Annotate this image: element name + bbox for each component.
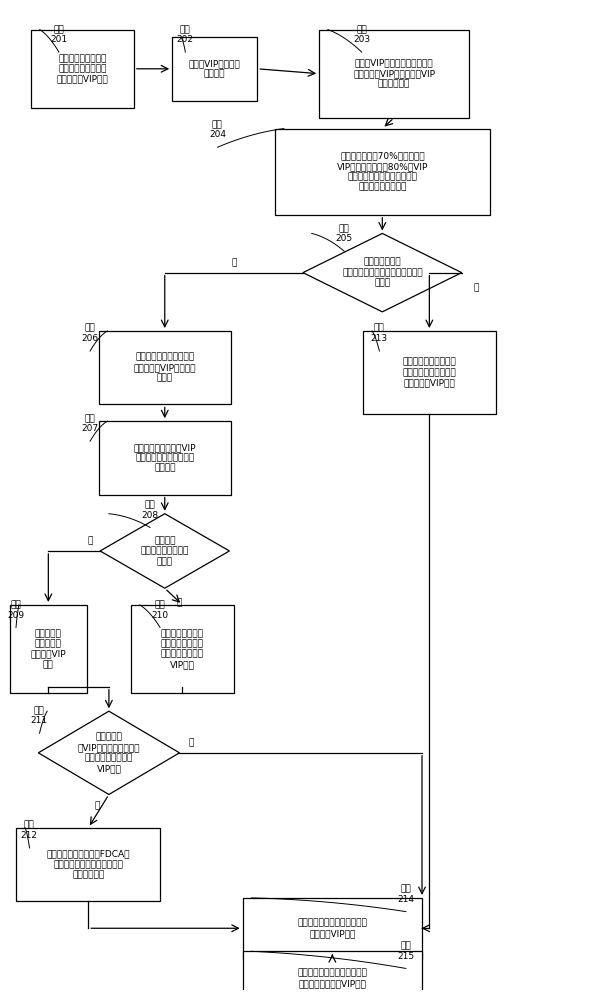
Text: 步骤
213: 步骤 213 [371, 324, 388, 343]
Text: 判断所述第一候
选载波集合中，是否存在满足条件
的载波: 判断所述第一候 选载波集合中，是否存在满足条件 的载波 [342, 258, 422, 288]
Text: 步骤
215: 步骤 215 [397, 941, 414, 961]
Text: 判断所述
负荷最小的载波是否
为一个: 判断所述 负荷最小的载波是否 为一个 [140, 536, 189, 566]
Text: 步骤
204: 步骤 204 [209, 120, 226, 139]
Text: 步骤
214: 步骤 214 [397, 884, 414, 904]
Text: 选择所有负荷最小
的载波中优先级最
高的载波分配给该
VIP用户: 选择所有负荷最小 的载波中优先级最 高的载波分配给该 VIP用户 [161, 629, 204, 669]
Text: 步骤
211: 步骤 211 [31, 706, 48, 725]
Text: 将满足条件的载波确定为
可分配给该VIP用户的载
波资源: 将满足条件的载波确定为 可分配给该VIP用户的载 波资源 [134, 353, 196, 383]
Text: 采用快速动态信道分配FDCA，
将所述已接入的普通用户调整
到普通载波上: 采用快速动态信道分配FDCA， 将所述已接入的普通用户调整 到普通载波上 [47, 850, 130, 879]
Text: 确定所述可分配给该VIP
用户的载波资源中负荷最
小的载波: 确定所述可分配给该VIP 用户的载波资源中负荷最 小的载波 [134, 443, 196, 473]
FancyBboxPatch shape [131, 605, 234, 693]
FancyBboxPatch shape [98, 421, 231, 495]
Text: 计算各VIP载波的当前负荷，以
及预计算各VIP载波接入该VIP
用户后的负荷: 计算各VIP载波的当前负荷，以 及预计算各VIP载波接入该VIP 用户后的负荷 [353, 59, 435, 89]
FancyBboxPatch shape [275, 129, 490, 215]
Text: 将当前负荷小于70%，且接入该
VIP用户后负荷小于80%的VIP
载波，以及全部普通载波确定
为第一候选载波集合: 将当前负荷小于70%，且接入该 VIP用户后负荷小于80%的VIP 载波，以及全… [337, 152, 428, 192]
FancyBboxPatch shape [319, 30, 469, 118]
Text: 否: 否 [474, 283, 479, 292]
Text: 步骤
210: 步骤 210 [151, 600, 169, 620]
Text: 否: 否 [177, 598, 182, 607]
Text: 是: 是 [94, 802, 100, 811]
Text: 步骤
207: 步骤 207 [81, 414, 98, 433]
FancyBboxPatch shape [242, 898, 422, 959]
FancyBboxPatch shape [10, 605, 86, 693]
Text: 从所述分配的载波上分配时隙
资源给该VIP用户: 从所述分配的载波上分配时隙 资源给该VIP用户 [298, 919, 367, 938]
Text: 确定该VIP用户所在
的用户组: 确定该VIP用户所在 的用户组 [189, 59, 241, 79]
FancyBboxPatch shape [98, 331, 231, 404]
Text: 将所述第一候选载波集
合中负荷最小的普通载
波分配给该VIP用户: 将所述第一候选载波集 合中负荷最小的普通载 波分配给该VIP用户 [403, 358, 456, 387]
Text: 是: 是 [88, 537, 93, 546]
Text: 步骤
206: 步骤 206 [81, 324, 98, 343]
Text: 步骤
209: 步骤 209 [7, 600, 25, 620]
FancyBboxPatch shape [172, 37, 257, 101]
Text: 步骤
201: 步骤 201 [50, 25, 67, 44]
Text: 步骤
203: 步骤 203 [353, 25, 370, 44]
Polygon shape [38, 711, 179, 794]
Polygon shape [303, 233, 462, 312]
Text: 否: 否 [188, 739, 194, 748]
Text: 步骤
202: 步骤 202 [176, 25, 194, 44]
Polygon shape [100, 514, 229, 588]
FancyBboxPatch shape [16, 828, 160, 901]
Text: 接收用户设备的业务
呼叫请求，并确定该
用户设备为VIP用户: 接收用户设备的业务 呼叫请求，并确定该 用户设备为VIP用户 [56, 54, 109, 84]
Text: 判断分配给
该VIP用户的载波是否为
已接入了普通用户的
VIP载波: 判断分配给 该VIP用户的载波是否为 已接入了普通用户的 VIP载波 [77, 733, 140, 773]
Text: 步骤
212: 步骤 212 [21, 821, 38, 840]
FancyBboxPatch shape [242, 951, 422, 1000]
Text: 步骤
205: 步骤 205 [335, 224, 352, 243]
Text: 从所述分配的载波和时隙资源
上分配码资源给该VIP用户: 从所述分配的载波和时隙资源 上分配码资源给该VIP用户 [298, 969, 367, 988]
Text: 步骤
208: 步骤 208 [141, 500, 158, 520]
Text: 将所述负荷
最小的载波
分配给该VIP
用户: 将所述负荷 最小的载波 分配给该VIP 用户 [31, 629, 66, 669]
Text: 是: 是 [231, 258, 236, 267]
FancyBboxPatch shape [363, 331, 496, 414]
FancyBboxPatch shape [31, 30, 134, 108]
